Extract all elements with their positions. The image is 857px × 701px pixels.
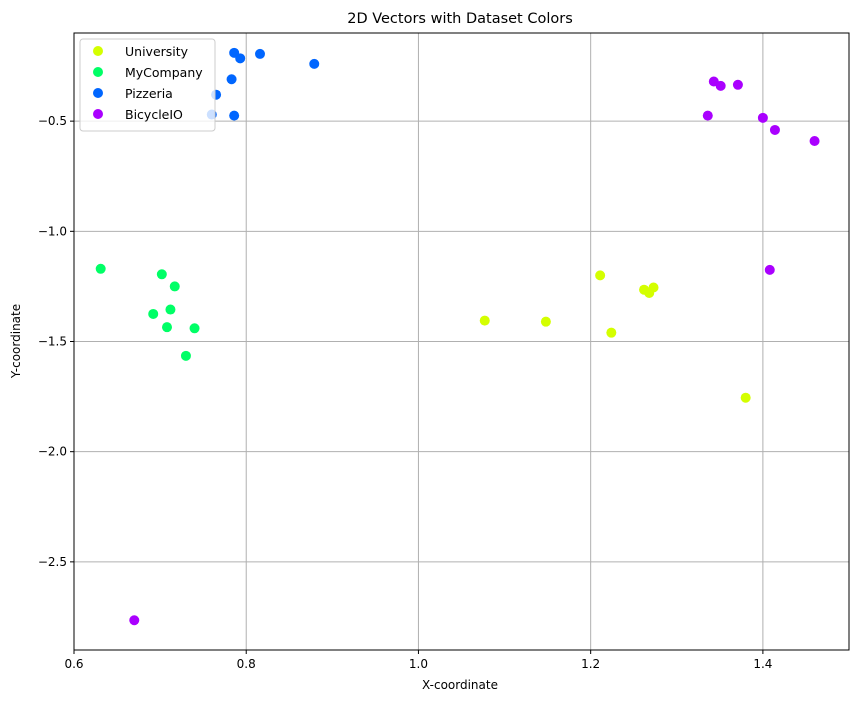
data-point xyxy=(169,281,180,292)
legend-item: University xyxy=(93,44,189,59)
x-tick-label: 0.8 xyxy=(237,657,256,671)
x-axis-ticks: 0.6 0.8 1.0 1.2 1.4 xyxy=(64,650,772,671)
legend: University MyCompany Pizzeria BicycleIO xyxy=(79,38,216,132)
legend-marker xyxy=(93,88,103,98)
data-point xyxy=(189,323,200,334)
series-bicycleio xyxy=(129,76,820,626)
grid xyxy=(73,33,849,650)
data-point xyxy=(255,48,265,59)
series-mycompany xyxy=(95,263,200,361)
x-tick-label: 1.4 xyxy=(753,657,772,671)
y-tick-label: −2.5 xyxy=(38,555,67,569)
legend-marker xyxy=(93,46,103,56)
data-point xyxy=(226,74,237,85)
data-point xyxy=(809,135,820,146)
data-point xyxy=(180,350,191,361)
data-point xyxy=(129,615,140,626)
data-point xyxy=(235,53,246,64)
legend-label: MyCompany xyxy=(125,65,203,80)
y-tick-label: −0.5 xyxy=(38,114,67,128)
series-university xyxy=(479,270,751,403)
data-point xyxy=(702,110,713,121)
data-point xyxy=(540,316,551,327)
data-point xyxy=(757,112,768,123)
data-point xyxy=(162,322,172,333)
data-point xyxy=(606,327,617,338)
data-point xyxy=(595,270,606,281)
data-point xyxy=(309,58,320,69)
data-point xyxy=(479,315,490,326)
y-tick-label: −2.0 xyxy=(38,445,67,459)
legend-label: BicycleIO xyxy=(125,107,183,122)
data-point xyxy=(648,282,659,293)
legend-label: Pizzeria xyxy=(125,86,173,101)
legend-marker xyxy=(93,67,103,77)
y-axis-ticks: −2.5 −2.0 −1.5 −1.0 −0.5 xyxy=(38,114,74,569)
legend-label: University xyxy=(125,44,189,59)
plot-area xyxy=(73,32,850,651)
data-point xyxy=(732,79,743,90)
chart-title: 2D Vectors with Dataset Colors xyxy=(347,11,573,27)
data-point xyxy=(764,264,775,275)
data-point xyxy=(156,269,167,280)
y-tick-label: −1.0 xyxy=(38,224,67,238)
x-axis-label: X-coordinate xyxy=(422,678,498,692)
legend-item: BicycleIO xyxy=(93,107,183,122)
data-point xyxy=(769,124,780,135)
legend-item: Pizzeria xyxy=(93,86,173,101)
data-point xyxy=(165,304,176,315)
data-point xyxy=(715,80,726,91)
x-tick-label: 1.2 xyxy=(581,657,600,671)
legend-marker xyxy=(93,109,103,119)
legend-item: MyCompany xyxy=(93,65,203,80)
data-point xyxy=(740,392,751,403)
x-tick-label: 1.0 xyxy=(409,657,428,671)
data-point xyxy=(229,110,240,121)
y-tick-label: −1.5 xyxy=(38,335,67,349)
data-point xyxy=(148,308,159,319)
y-axis-label: Y-coordinate xyxy=(9,304,23,379)
x-tick-label: 0.6 xyxy=(64,657,83,671)
legend-box xyxy=(79,38,216,132)
data-point xyxy=(95,263,106,274)
